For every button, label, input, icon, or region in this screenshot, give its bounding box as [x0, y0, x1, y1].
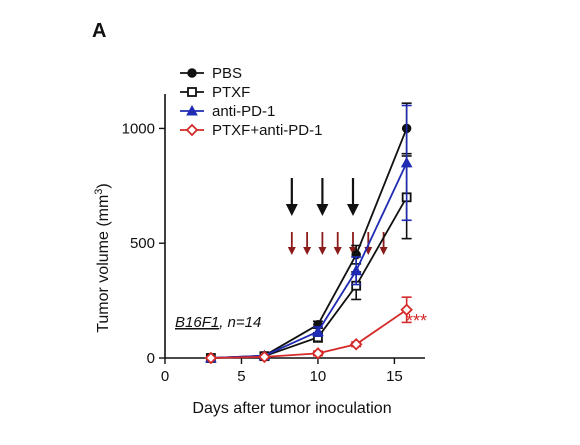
legend: PBS PTXF anti-PD-1 PTXF+anti-PD-1 — [180, 65, 322, 139]
y-tick-label: 1000 — [122, 120, 155, 137]
legend-item: PTXF — [180, 84, 250, 101]
y-axis-label: Tumor volume (mm3) — [93, 183, 112, 333]
x-tick-label: 5 — [237, 368, 245, 385]
plot-area — [204, 102, 413, 365]
data-point — [349, 337, 363, 351]
legend-item: PBS — [180, 65, 242, 82]
legend-label: anti-PD-1 — [212, 103, 275, 120]
legend-item: PTXF+anti-PD-1 — [180, 122, 322, 139]
series-ptxf-anti-pd-1 — [204, 296, 413, 365]
x-tick-label: 10 — [310, 368, 327, 385]
treatment-arrow-head — [316, 204, 329, 216]
legend-label: PTXF+anti-PD-1 — [212, 122, 322, 139]
data-point — [400, 303, 413, 317]
series-line — [210, 196, 408, 359]
combo-arrow-head — [333, 247, 342, 255]
y-tick-label: 0 — [147, 350, 155, 367]
combo-arrow-head — [303, 247, 312, 255]
data-point — [258, 350, 271, 364]
data-point — [400, 156, 413, 168]
legend-label: PTXF — [212, 84, 250, 101]
treatment-arrows — [285, 178, 388, 255]
significance-marker: *** — [406, 311, 427, 331]
treatment-arrow-head — [285, 204, 298, 216]
legend-item: anti-PD-1 — [180, 103, 275, 120]
axes: 0 5 10 15 0 500 1000 — [122, 94, 425, 385]
combo-arrow-head — [379, 247, 388, 255]
x-axis-label: Days after tumor inoculation — [192, 400, 391, 417]
y-tick-label: 500 — [130, 235, 155, 252]
legend-marker — [185, 123, 199, 137]
data-point — [312, 325, 324, 337]
x-tick-label: 0 — [161, 368, 169, 385]
legend-marker — [186, 104, 198, 116]
legend-marker — [187, 68, 197, 78]
treatment-arrow-head — [347, 204, 359, 216]
model-annotation: B16F1, n=14 — [175, 314, 261, 331]
combo-arrow-head — [287, 247, 296, 255]
series-ptxf — [205, 155, 412, 363]
data-point — [350, 264, 363, 276]
combo-arrow-head — [349, 247, 357, 255]
data-point — [204, 351, 218, 365]
legend-marker — [187, 87, 197, 97]
data-point — [311, 347, 325, 360]
combo-arrow-head — [318, 247, 327, 255]
panel-label: A — [92, 20, 106, 42]
x-tick-label: 15 — [386, 368, 403, 385]
legend-label: PBS — [212, 65, 242, 82]
